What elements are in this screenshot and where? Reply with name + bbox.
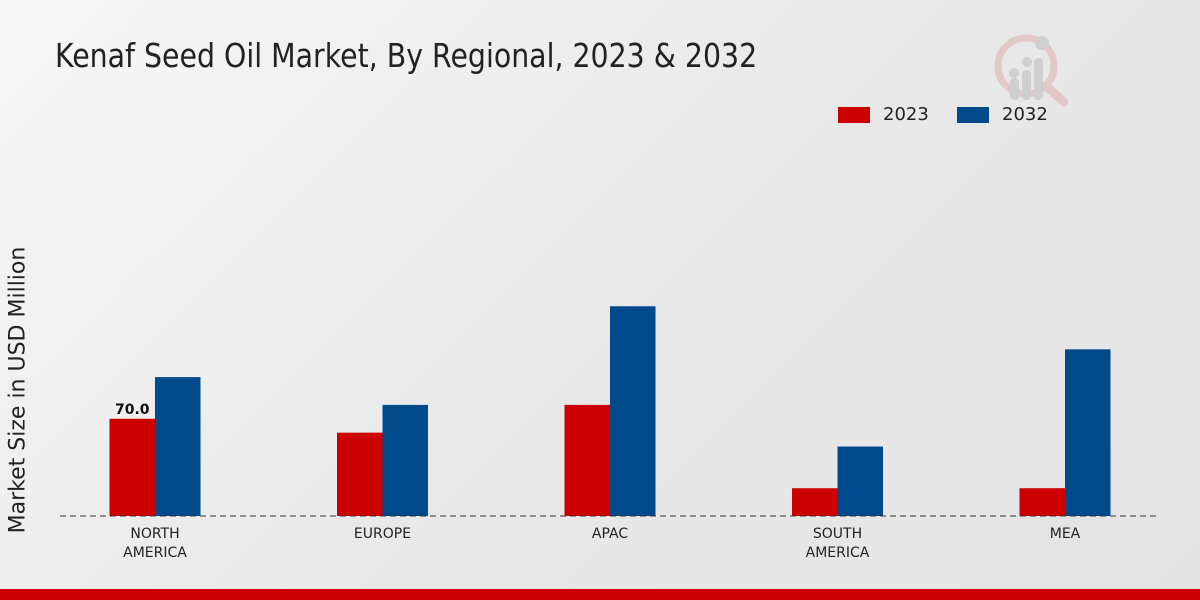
x-tick-label: NORTH [130,526,179,542]
x-tick-label: EUROPE [354,526,411,542]
legend-item-2023: 2023 [838,104,929,125]
legend-label-2032: 2032 [1002,104,1048,125]
x-tick-label: MEA [1050,526,1081,542]
logo-watermark-icon [994,34,1069,107]
bar-2023-2 [564,404,610,516]
x-tick-label: SOUTH [813,526,862,542]
legend-item-2032: 2032 [957,104,1048,125]
chart-title: Kenaf Seed Oil Market, By Regional, 2023… [55,36,758,75]
bar-2032-3 [837,446,883,516]
legend-swatch-2023 [838,106,870,123]
data-label: 70.0 [115,402,150,418]
bar-2023-4 [1019,488,1065,516]
bar-2032-0 [155,377,201,516]
x-tick-label: AMERICA [123,545,187,561]
legend-label-2023: 2023 [883,104,929,125]
bar-2032-4 [1065,349,1111,516]
x-tick-label: AMERICA [806,545,870,561]
bar-2023-0 [109,418,155,516]
bar-2032-1 [382,404,428,516]
bar-2023-3 [792,488,838,516]
bar-2023-1 [337,432,383,516]
x-tick-label: APAC [592,526,628,542]
bar-2032-2 [610,306,656,516]
bottom-accent-bar [0,589,1200,600]
legend-swatch-2032 [957,106,989,123]
